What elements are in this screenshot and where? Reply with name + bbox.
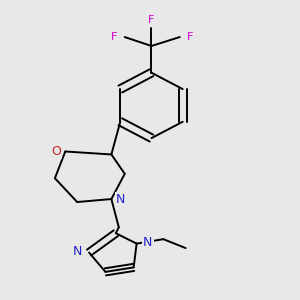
Text: N: N (116, 193, 125, 206)
Text: F: F (187, 32, 193, 42)
Text: N: N (143, 236, 153, 249)
Text: O: O (51, 145, 61, 158)
Text: F: F (111, 32, 118, 42)
Text: F: F (148, 15, 155, 25)
Text: N: N (73, 244, 83, 258)
